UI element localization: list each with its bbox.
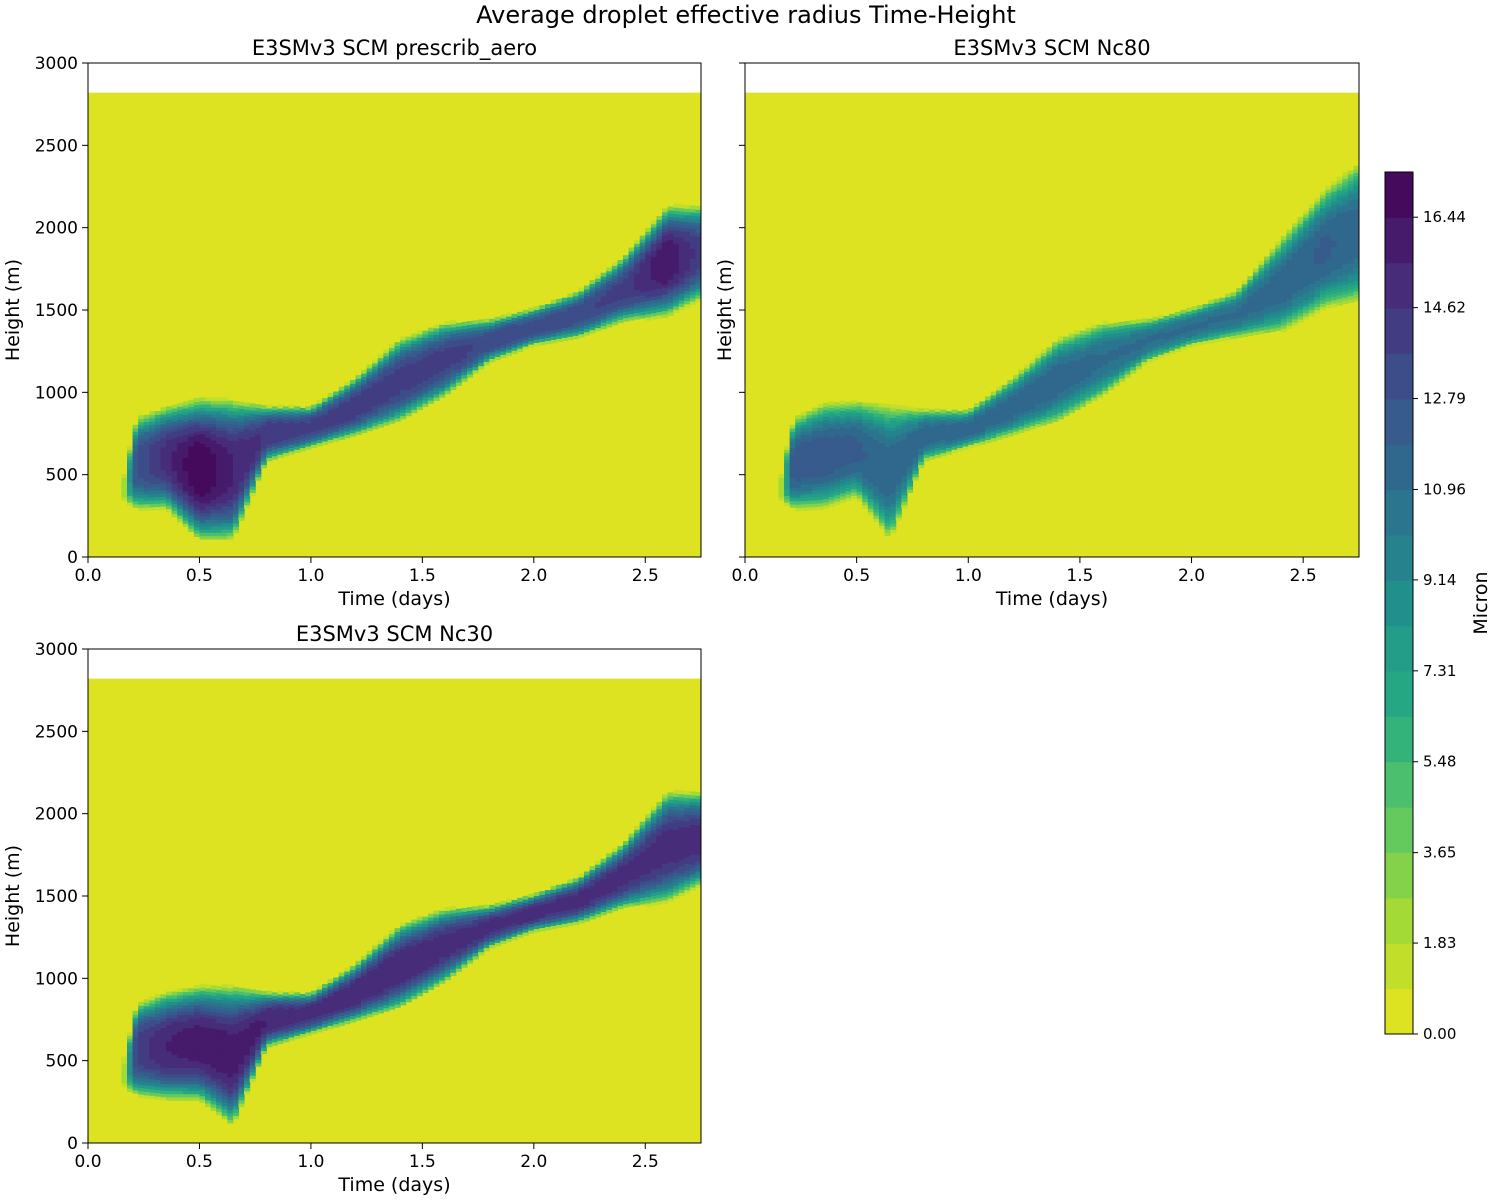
colorbar-level bbox=[1385, 671, 1413, 717]
y-tick-label: 0 bbox=[67, 1134, 78, 1154]
y-tick-label: 2500 bbox=[35, 136, 78, 156]
x-tick-label: 1.0 bbox=[297, 1152, 324, 1172]
colorbar-level bbox=[1385, 444, 1413, 491]
colorbar-level bbox=[1385, 580, 1413, 627]
x-tick-label: 1.5 bbox=[409, 566, 436, 586]
x-tick-label: 0.5 bbox=[843, 566, 870, 586]
y-tick-label: 3000 bbox=[35, 54, 78, 74]
x-axis-label: Time (days) bbox=[995, 588, 1108, 610]
y-tick-label: 2000 bbox=[35, 805, 78, 825]
x-tick-label: 1.0 bbox=[955, 566, 982, 586]
y-axis-label: Height (m) bbox=[714, 259, 736, 361]
y-tick-label: 1500 bbox=[35, 887, 78, 907]
colorbar-tick-label: 5.48 bbox=[1423, 753, 1456, 771]
colorbar-level bbox=[1385, 398, 1413, 445]
colorbar-tick-label: 12.79 bbox=[1423, 390, 1466, 408]
panel-title: E3SMv3 SCM prescrib_aero bbox=[252, 36, 537, 61]
colorbar-level bbox=[1385, 716, 1413, 763]
colorbar-level bbox=[1385, 852, 1413, 899]
colorbar-level bbox=[1385, 262, 1413, 309]
y-tick-label: 2000 bbox=[35, 219, 78, 239]
y-tick-label: 1000 bbox=[35, 969, 78, 989]
y-tick-label: 0 bbox=[67, 548, 78, 568]
panel-title: E3SMv3 SCM Nc30 bbox=[296, 622, 493, 646]
y-tick-label: 2500 bbox=[35, 722, 78, 742]
contour-field bbox=[745, 92, 1359, 557]
x-axis-label: Time (days) bbox=[337, 1174, 450, 1196]
x-tick-label: 2.0 bbox=[520, 566, 547, 586]
panel-2: E3SMv3 SCM Nc80 0.0 0.5 1.0 1.5 2.0 2.5 Time (d… bbox=[714, 36, 1360, 610]
x-tick-label: 0.5 bbox=[186, 1152, 213, 1172]
y-tick-label: 3000 bbox=[35, 640, 78, 660]
y-tick-label: 500 bbox=[46, 1052, 78, 1072]
colorbar-tick-label: 3.65 bbox=[1423, 844, 1456, 862]
y-tick-label: 500 bbox=[46, 466, 78, 486]
colorbar: 0.00 1.83 3.65 5.48 7.31 9.14 10.96 12.79 14.62 1… bbox=[1384, 171, 1492, 1043]
colorbar-level bbox=[1385, 534, 1413, 581]
x-tick-label: 0.0 bbox=[74, 1152, 101, 1172]
x-tick-label: 2.5 bbox=[1290, 566, 1317, 586]
panels: E3SMv3 SCM prescrib_aero 0.0 0.5 1.0 1.5 2.0 2… bbox=[2, 36, 1360, 1196]
panel-1: E3SMv3 SCM prescrib_aero 0.0 0.5 1.0 1.5 2.0 2… bbox=[2, 36, 702, 610]
colorbar-level bbox=[1385, 625, 1413, 672]
x-tick-label: 2.0 bbox=[520, 1152, 547, 1172]
x-axis-label: Time (days) bbox=[337, 588, 450, 610]
y-tick-label: 1000 bbox=[35, 383, 78, 403]
colorbar-level bbox=[1385, 988, 1413, 1035]
y-axis-label: Height (m) bbox=[2, 259, 24, 361]
colorbar-tick-label: 14.62 bbox=[1423, 299, 1466, 317]
colorbar-tick-label: 7.31 bbox=[1423, 662, 1456, 680]
colorbar-tick-label: 9.14 bbox=[1423, 571, 1456, 589]
colorbar-level bbox=[1385, 172, 1413, 218]
x-tick-label: 0.5 bbox=[186, 566, 213, 586]
colorbar-tick-label: 0.00 bbox=[1423, 1025, 1456, 1043]
figure-title: Average droplet effective radius Time-He… bbox=[476, 1, 1016, 29]
colorbar-level bbox=[1385, 943, 1413, 990]
x-tick-label: 2.0 bbox=[1178, 566, 1205, 586]
colorbar-level bbox=[1385, 217, 1413, 264]
colorbar-tick-label: 16.44 bbox=[1423, 208, 1466, 226]
x-tick-label: 1.0 bbox=[297, 566, 324, 586]
x-tick-label: 1.5 bbox=[409, 1152, 436, 1172]
y-tick-label: 1500 bbox=[35, 301, 78, 321]
panel-title: E3SMv3 SCM Nc80 bbox=[953, 36, 1150, 60]
x-tick-label: 0.0 bbox=[731, 566, 758, 586]
x-tick-label: 0.0 bbox=[74, 566, 101, 586]
contour-field bbox=[88, 92, 701, 557]
colorbar-level bbox=[1385, 489, 1413, 536]
colorbar-level bbox=[1385, 761, 1413, 808]
x-tick-label: 2.5 bbox=[632, 1152, 659, 1172]
x-tick-label: 2.5 bbox=[632, 566, 659, 586]
colorbar-tick-label: 10.96 bbox=[1423, 480, 1466, 498]
y-axis-label: Height (m) bbox=[2, 845, 24, 947]
colorbar-level bbox=[1385, 897, 1413, 944]
colorbar-tick-label: 1.83 bbox=[1423, 934, 1456, 952]
panel-3: E3SMv3 SCM Nc30 0.0 0.5 1.0 1.5 2.0 2.5 Time (d… bbox=[2, 622, 702, 1196]
contour-field bbox=[88, 678, 701, 1143]
colorbar-frame bbox=[1384, 171, 1414, 1035]
colorbar-level bbox=[1385, 353, 1413, 400]
x-tick-label: 1.5 bbox=[1066, 566, 1093, 586]
colorbar-level bbox=[1385, 807, 1413, 854]
colorbar-level bbox=[1385, 308, 1413, 354]
colorbar-label: Micron bbox=[1470, 571, 1492, 634]
